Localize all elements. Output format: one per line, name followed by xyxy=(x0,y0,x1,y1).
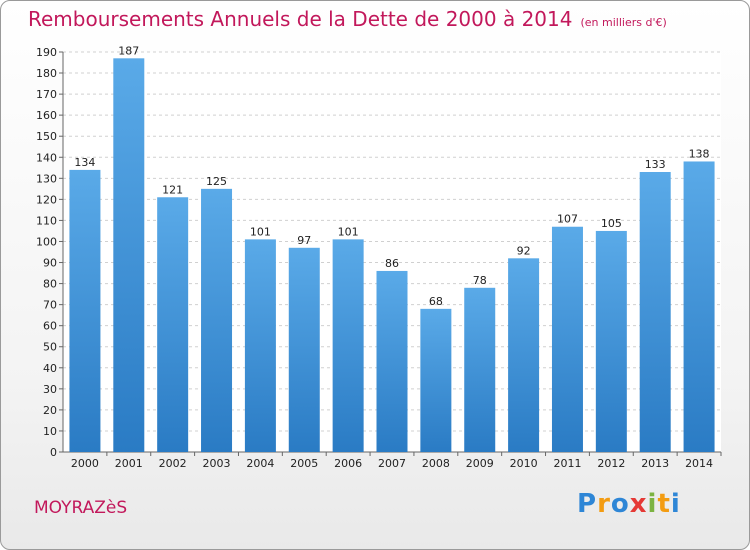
data-label-2013: 133 xyxy=(645,158,666,171)
x-tick-label: 2006 xyxy=(334,457,362,470)
bar-2009 xyxy=(464,287,496,452)
logo-letter: i xyxy=(647,489,658,519)
bar-2008 xyxy=(420,308,452,452)
logo-letter: x xyxy=(629,489,648,519)
bar-2004 xyxy=(244,239,276,452)
x-tick-label: 2013 xyxy=(641,457,669,470)
y-tick-label: 170 xyxy=(36,88,57,101)
y-tick-label: 140 xyxy=(36,151,57,164)
y-tick-label: 20 xyxy=(43,404,57,417)
commune-name: MOYRAZèS xyxy=(34,498,128,518)
data-label-2014: 138 xyxy=(689,147,710,160)
y-tick-label: 190 xyxy=(36,46,57,59)
y-tick-label: 60 xyxy=(43,320,57,333)
data-label-2010: 92 xyxy=(517,244,531,257)
y-tick-label: 40 xyxy=(43,362,57,375)
data-label-2007: 86 xyxy=(385,257,399,270)
x-tick-label: 2010 xyxy=(510,457,538,470)
bar-2007 xyxy=(376,270,408,452)
y-tick-label: 30 xyxy=(43,383,57,396)
bar-2005 xyxy=(288,247,320,452)
x-tick-label: 2008 xyxy=(422,457,450,470)
data-label-2012: 105 xyxy=(601,217,622,230)
x-tick-label: 2001 xyxy=(115,457,143,470)
data-label-2004: 101 xyxy=(250,225,271,238)
data-label-2003: 125 xyxy=(206,175,227,188)
logo-letter: r xyxy=(597,489,611,519)
data-label-2009: 78 xyxy=(473,274,487,287)
x-tick-label: 2004 xyxy=(246,457,274,470)
x-tick-label: 2012 xyxy=(597,457,625,470)
y-tick-label: 0 xyxy=(50,446,57,459)
y-tick-label: 50 xyxy=(43,341,57,354)
data-label-2008: 68 xyxy=(429,295,443,308)
data-label-2011: 107 xyxy=(557,213,578,226)
x-tick-label: 2007 xyxy=(378,457,406,470)
data-label-2005: 97 xyxy=(297,234,311,247)
x-tick-label: 2014 xyxy=(685,457,713,470)
y-tick-label: 110 xyxy=(36,214,57,227)
bar-2013 xyxy=(639,172,671,452)
data-label-2001: 187 xyxy=(118,44,139,57)
data-label-2006: 101 xyxy=(338,225,359,238)
proxiti-logo: Proxiti xyxy=(577,489,681,519)
logo-letter: o xyxy=(610,489,630,519)
x-tick-label: 2011 xyxy=(553,457,581,470)
logo-letter: P xyxy=(577,489,598,519)
y-tick-label: 130 xyxy=(36,172,57,185)
y-tick-label: 70 xyxy=(43,299,57,312)
y-tick-label: 10 xyxy=(43,425,57,438)
bar-2002 xyxy=(157,197,189,452)
bar-2003 xyxy=(201,188,233,452)
data-label-2002: 121 xyxy=(162,183,183,196)
bar-2012 xyxy=(595,230,627,452)
x-tick-label: 2009 xyxy=(466,457,494,470)
bar-2014 xyxy=(683,161,715,452)
x-tick-label: 2002 xyxy=(159,457,187,470)
y-tick-label: 100 xyxy=(36,235,57,248)
chart-title: Remboursements Annuels de la Dette de 20… xyxy=(28,7,667,31)
bar-2001 xyxy=(113,58,145,452)
bar-2000 xyxy=(69,169,101,453)
bar-2010 xyxy=(508,258,540,452)
y-tick-label: 90 xyxy=(43,257,57,270)
x-tick-label: 2003 xyxy=(203,457,231,470)
bar-2006 xyxy=(332,239,364,452)
y-tick-label: 150 xyxy=(36,130,57,143)
y-tick-label: 160 xyxy=(36,109,57,122)
x-tick-label: 2005 xyxy=(290,457,318,470)
y-tick-label: 80 xyxy=(43,278,57,291)
x-tick-label: 2000 xyxy=(71,457,99,470)
y-tick-label: 120 xyxy=(36,193,57,206)
bar-2011 xyxy=(551,226,583,452)
logo-letter: i xyxy=(670,489,681,519)
data-label-2000: 134 xyxy=(74,156,95,169)
logo-letter: t xyxy=(657,489,671,519)
y-tick-label: 180 xyxy=(36,67,57,80)
chart-unit: (en milliers d'€) xyxy=(580,16,667,29)
